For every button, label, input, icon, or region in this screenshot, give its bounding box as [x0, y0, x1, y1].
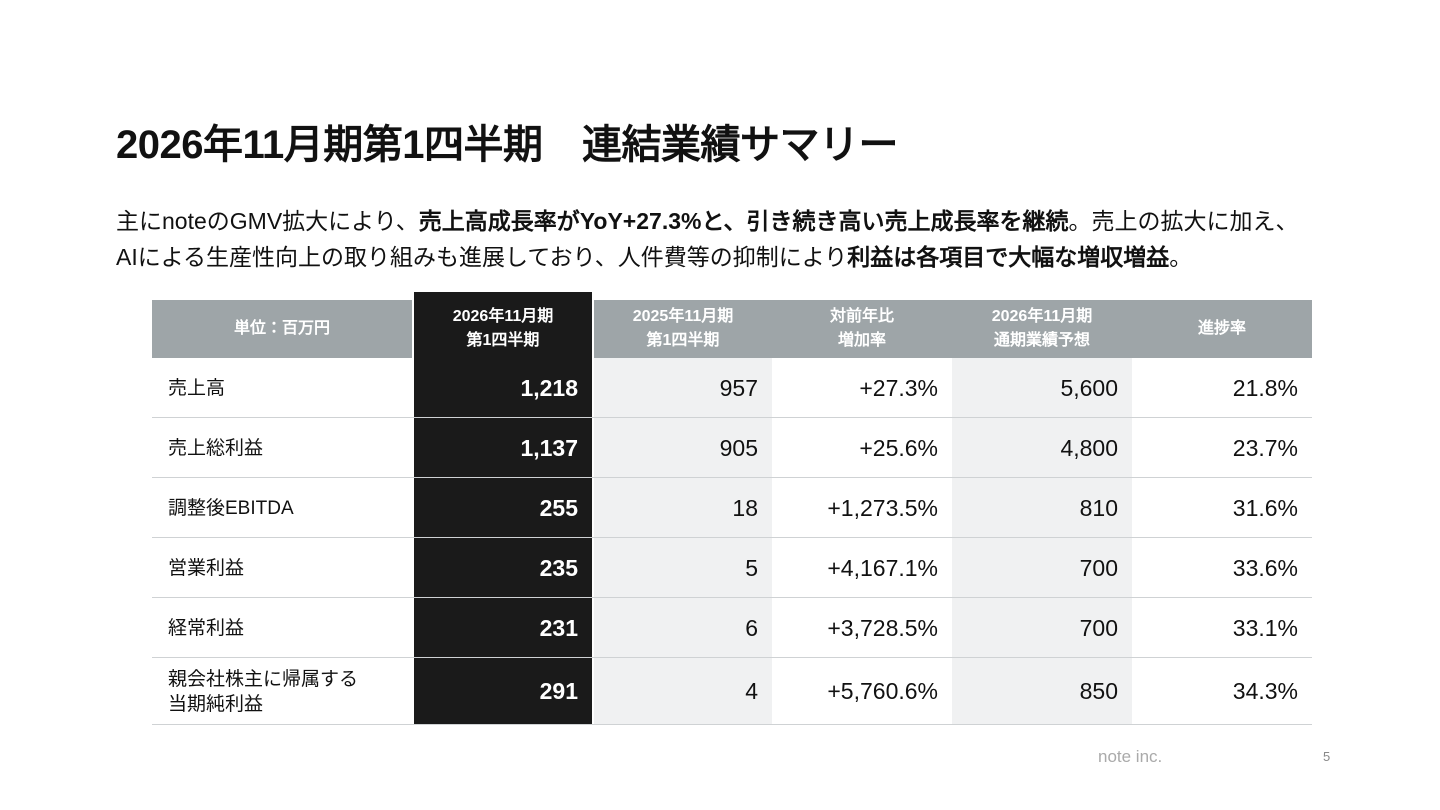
column-header: 対前年比 増加率: [772, 300, 952, 358]
row-label: 売上高: [168, 377, 226, 399]
row-label: 親会社株主に帰属する 当期純利益: [168, 668, 359, 715]
table-cell: 700: [952, 538, 1132, 598]
table-cell: 700: [952, 598, 1132, 658]
table-cell: 31.6%: [1232, 494, 1298, 521]
row-divider: [152, 417, 1312, 418]
summary-text: 。: [1169, 244, 1193, 270]
company-name: note inc.: [1098, 747, 1163, 766]
table-cell: 255: [414, 478, 592, 538]
table-cell: 850: [952, 658, 1132, 725]
table-cell: 957: [594, 358, 772, 418]
table-cell: +25.6%: [859, 434, 938, 461]
table-cell: 5,600: [952, 358, 1132, 418]
summary: 主にnoteのGMV拡大により、売上高成長率がYoY+27.3%と、引き続き高い…: [116, 203, 1299, 275]
column-header: 単位：百万円: [152, 300, 412, 358]
table-cell: 291: [414, 658, 592, 725]
table-cell: 1,218: [414, 358, 592, 418]
slide-title: 2026年11月期第1四半期 連結業績サマリー: [116, 123, 899, 167]
table-cell: 18: [594, 478, 772, 538]
table-cell: 6: [594, 598, 772, 658]
row-divider: [152, 597, 1312, 598]
page-number: 5: [1323, 749, 1331, 764]
table-cell: +5,760.6%: [827, 678, 938, 704]
summary-emphasis: 利益は各項目で大幅な増収増益: [847, 244, 1170, 270]
table-cell: 905: [594, 418, 772, 478]
row-label: 経常利益: [168, 617, 245, 639]
table-cell: 23.7%: [1232, 434, 1298, 461]
table-cell: 4: [594, 658, 772, 725]
results-table: 単位：百万円 2026年11月期 第1四半期 2025年11月期 第1四半期 対前年比…: [152, 292, 1312, 726]
table-cell: 235: [414, 538, 592, 598]
column-header: 2025年11月期 第1四半期: [594, 300, 772, 358]
summary-emphasis: 売上高成長率がYoY+27.3%と、引き続き高い売上成長率を継続: [418, 208, 1069, 234]
table-cell: +3,728.5%: [827, 614, 938, 641]
column-header: 進捗率: [1132, 300, 1312, 358]
row-divider: [152, 657, 1312, 658]
row-divider: [152, 477, 1312, 478]
column-header: 2026年11月期 通期業績予想: [952, 300, 1132, 358]
row-label: 営業利益: [168, 557, 245, 579]
table-cell: +27.3%: [859, 374, 938, 401]
summary-line: AIによる生産性向上の取り組みも進展しており、人件費等の抑制により利益は各項目で…: [116, 239, 1299, 275]
summary-text: 。売上の拡大に加え、: [1068, 208, 1299, 234]
table-cell: 33.6%: [1232, 554, 1298, 581]
table-cell: 4,800: [952, 418, 1132, 478]
row-label: 売上総利益: [168, 437, 264, 459]
table-cell: +4,167.1%: [827, 554, 938, 581]
highlight-band: [414, 292, 592, 300]
summary-text: 主にnoteのGMV拡大により、: [116, 208, 419, 234]
column-header: 2026年11月期 第1四半期: [414, 300, 592, 358]
table-cell: 810: [952, 478, 1132, 538]
summary-text: AIによる生産性向上の取り組みも進展しており、人件費等の抑制により: [116, 244, 848, 270]
table-cell: 21.8%: [1232, 374, 1298, 401]
table-cell: 5: [594, 538, 772, 598]
table-cell: 231: [414, 598, 592, 658]
row-label: 調整後EBITDA: [168, 497, 294, 519]
table-cell: 34.3%: [1232, 678, 1298, 704]
row-divider: [152, 724, 1312, 725]
table-cell: 33.1%: [1232, 614, 1298, 641]
table-cell: 1,137: [414, 418, 592, 478]
summary-line: 主にnoteのGMV拡大により、売上高成長率がYoY+27.3%と、引き続き高い…: [116, 203, 1299, 239]
row-divider: [152, 537, 1312, 538]
table-cell: +1,273.5%: [827, 494, 938, 521]
